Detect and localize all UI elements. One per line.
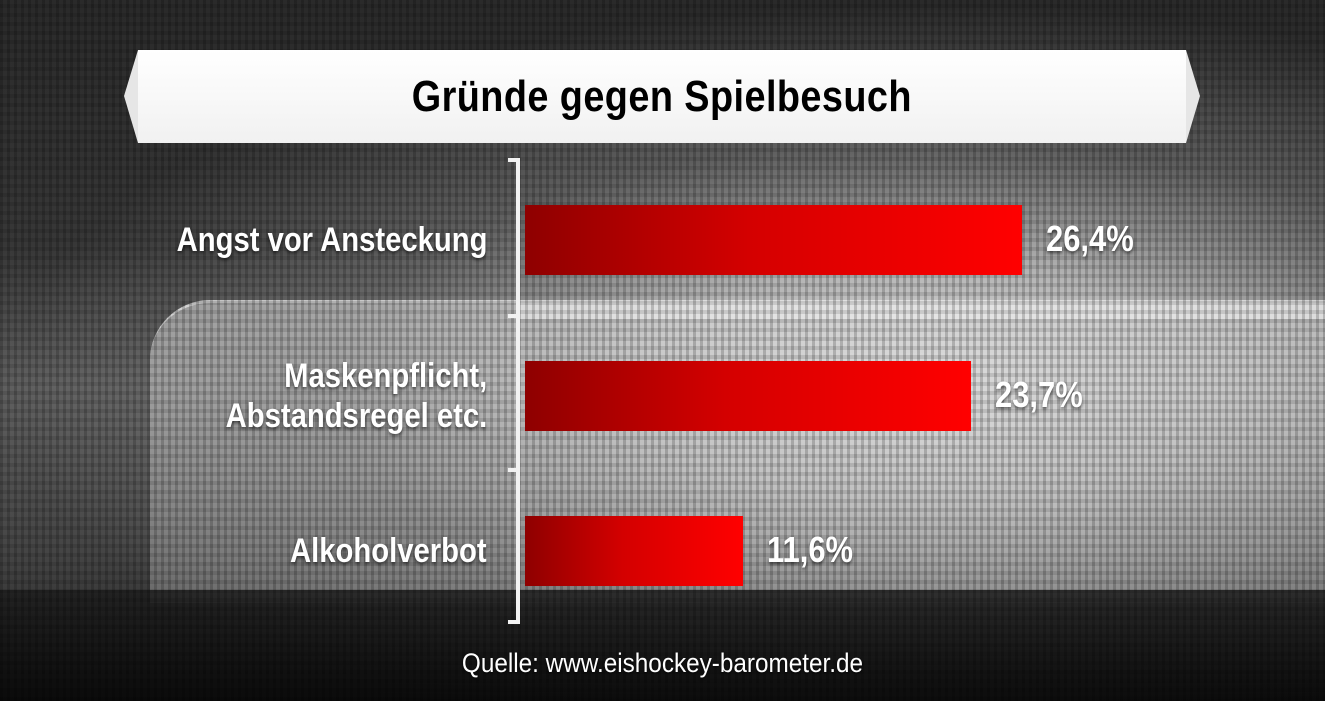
rink-boards bbox=[520, 303, 1325, 319]
category-label: Maskenpflicht, Abstandsregel etc. bbox=[225, 357, 487, 435]
category-axis-bracket bbox=[508, 158, 520, 624]
category-label: Angst vor Ansteckung bbox=[176, 221, 487, 259]
data-label: 23,7% bbox=[995, 374, 1083, 415]
axis-tick bbox=[508, 468, 520, 472]
category-label: Alkoholverbot bbox=[290, 532, 487, 570]
data-label: 26,4% bbox=[1046, 218, 1134, 259]
axis-tick bbox=[508, 314, 520, 318]
source-note: Quelle: www.eishockey-barometer.de bbox=[461, 648, 864, 678]
bar bbox=[525, 516, 743, 586]
crowd-foreground bbox=[0, 590, 1325, 701]
chart-title: Gründe gegen Spielbesuch bbox=[411, 71, 913, 121]
title-banner: Gründe gegen Spielbesuch bbox=[124, 50, 1200, 143]
bar bbox=[525, 361, 971, 431]
bar bbox=[525, 205, 1022, 275]
data-label: 11,6% bbox=[767, 529, 854, 570]
